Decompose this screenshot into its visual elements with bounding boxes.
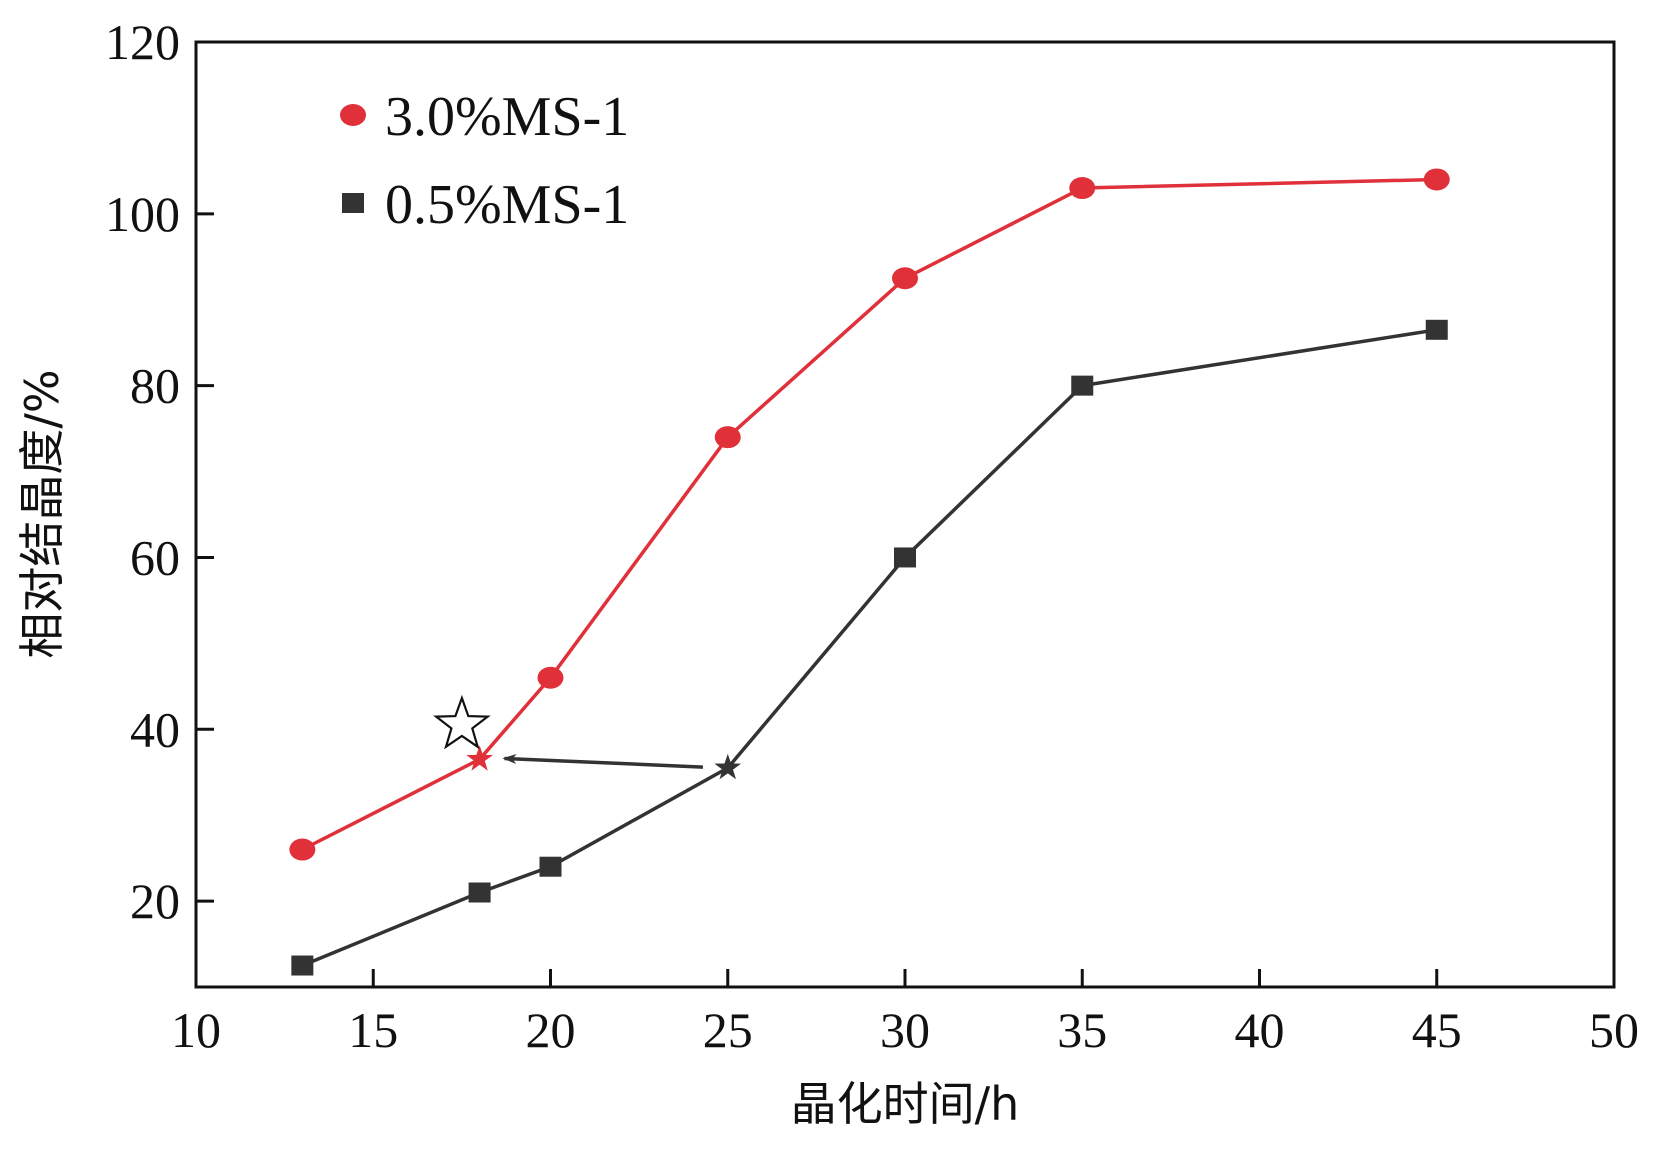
axis-ticks: [196, 212, 1439, 987]
series-line-0: [301, 177, 1437, 852]
data-point: [714, 426, 741, 449]
x-tick-label: 40: [1235, 1002, 1285, 1058]
x-tick-label: 35: [1057, 1002, 1107, 1058]
data-point: [289, 838, 316, 861]
legend: 3.0%MS-1 0.5%MS-1: [340, 86, 629, 236]
x-tick-label: 25: [703, 1002, 753, 1058]
annotations: [433, 694, 742, 780]
x-axis-title: 晶化时间/h: [791, 1077, 1020, 1131]
data-point: [1071, 375, 1094, 396]
annotation-arrow: [502, 754, 704, 769]
axis-tick-labels: 10 15 20 25 30 35 40 45 50 20 40 60 80 100 120: [105, 14, 1639, 1058]
series-line-1: [301, 328, 1438, 968]
y-axis-title: 相对结晶度/%: [15, 369, 69, 658]
y-tick-label: 40: [130, 701, 180, 757]
data-point: [1425, 319, 1448, 340]
x-tick-label: 20: [526, 1002, 576, 1058]
data-point: [537, 666, 564, 689]
data-point: [291, 955, 314, 976]
open-star-annotation: [433, 694, 491, 750]
data-point: [468, 882, 491, 903]
x-tick-label: 50: [1589, 1002, 1639, 1058]
data-point: [892, 267, 918, 290]
legend-label: 0.5%MS-1: [385, 174, 629, 236]
data-point: [1423, 168, 1450, 191]
legend-marker: [342, 193, 364, 213]
y-tick-label: 120: [105, 14, 180, 70]
legend-label: 3.0%MS-1: [385, 86, 629, 148]
x-tick-label: 45: [1412, 1002, 1462, 1058]
legend-marker: [340, 104, 366, 126]
data-point: [539, 856, 562, 877]
y-tick-label: 100: [105, 186, 180, 242]
x-tick-label: 30: [880, 1002, 930, 1058]
data-point: [894, 547, 916, 568]
x-tick-label: 15: [348, 1002, 398, 1058]
y-tick-label: 80: [130, 358, 180, 414]
star-marker: [466, 745, 493, 771]
data-point: [1069, 177, 1096, 200]
star-marker: [714, 753, 742, 780]
series-markers: [289, 168, 1450, 976]
y-tick-label: 60: [130, 529, 180, 585]
series-lines: [301, 177, 1438, 968]
y-tick-label: 20: [130, 873, 180, 929]
x-tick-label: 10: [171, 1002, 221, 1058]
